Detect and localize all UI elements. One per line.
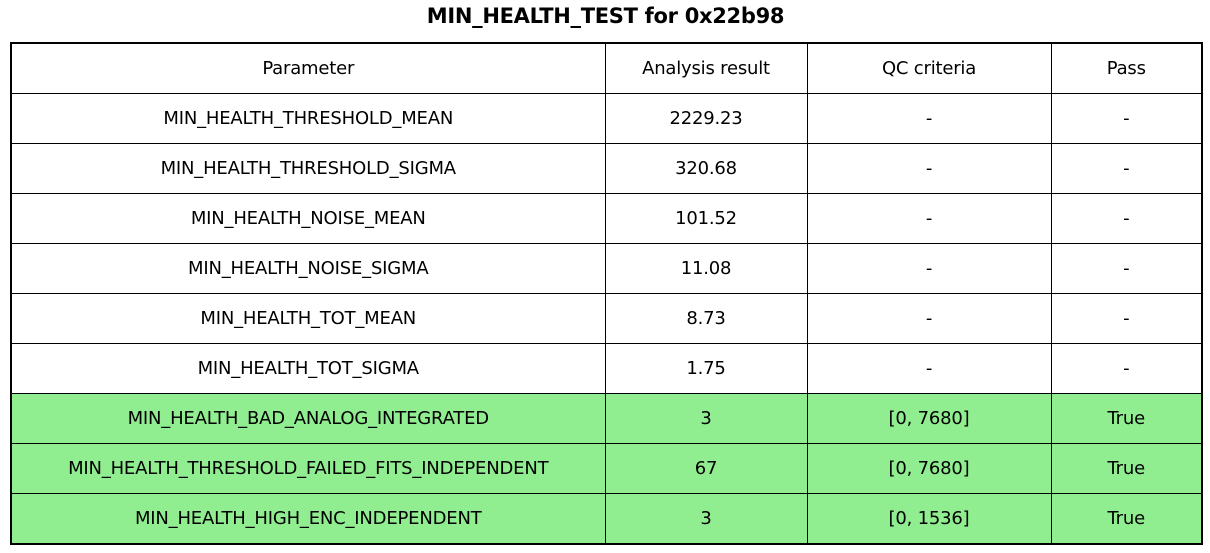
cell-qc-criteria: -	[806, 143, 1052, 194]
cell-pass: True	[1050, 443, 1203, 494]
cell-pass: -	[1050, 93, 1203, 144]
cell-pass: -	[1050, 143, 1203, 194]
cell-parameter: MIN_HEALTH_BAD_ANALOG_INTEGRATED	[10, 393, 606, 444]
cell-qc-criteria: -	[806, 293, 1052, 344]
cell-pass: True	[1050, 493, 1203, 545]
table-row: MIN_HEALTH_THRESHOLD_SIGMA 320.68 - -	[10, 143, 1203, 194]
table-row-pass: MIN_HEALTH_HIGH_ENC_INDEPENDENT 3 [0, 15…	[10, 493, 1203, 545]
cell-analysis-result: 67	[604, 443, 808, 494]
table-row: MIN_HEALTH_THRESHOLD_MEAN 2229.23 - -	[10, 93, 1203, 144]
cell-pass: -	[1050, 243, 1203, 294]
cell-parameter: MIN_HEALTH_NOISE_SIGMA	[10, 243, 606, 294]
qc-results-table: Parameter Analysis result QC criteria Pa…	[10, 42, 1203, 545]
cell-parameter: MIN_HEALTH_HIGH_ENC_INDEPENDENT	[10, 493, 606, 545]
cell-qc-criteria: [0, 1536]	[806, 493, 1052, 545]
cell-qc-criteria: [0, 7680]	[806, 393, 1052, 444]
table-row: MIN_HEALTH_NOISE_MEAN 101.52 - -	[10, 193, 1203, 244]
cell-parameter: MIN_HEALTH_TOT_MEAN	[10, 293, 606, 344]
col-header-analysis-result: Analysis result	[604, 42, 808, 94]
cell-analysis-result: 3	[604, 393, 808, 444]
cell-qc-criteria: [0, 7680]	[806, 443, 1052, 494]
figure-title: MIN_HEALTH_TEST for 0x22b98	[426, 4, 785, 28]
table-row: MIN_HEALTH_TOT_MEAN 8.73 - -	[10, 293, 1203, 344]
cell-qc-criteria: -	[806, 343, 1052, 394]
cell-pass: -	[1050, 193, 1203, 244]
cell-analysis-result: 101.52	[604, 193, 808, 244]
cell-parameter: MIN_HEALTH_TOT_SIGMA	[10, 343, 606, 394]
cell-qc-criteria: -	[806, 193, 1052, 244]
cell-qc-criteria: -	[806, 243, 1052, 294]
cell-parameter: MIN_HEALTH_THRESHOLD_FAILED_FITS_INDEPEN…	[10, 443, 606, 494]
table-row: MIN_HEALTH_NOISE_SIGMA 11.08 - -	[10, 243, 1203, 294]
table-row-pass: MIN_HEALTH_BAD_ANALOG_INTEGRATED 3 [0, 7…	[10, 393, 1203, 444]
col-header-parameter: Parameter	[10, 42, 606, 94]
table-row: MIN_HEALTH_TOT_SIGMA 1.75 - -	[10, 343, 1203, 394]
cell-parameter: MIN_HEALTH_NOISE_MEAN	[10, 193, 606, 244]
cell-analysis-result: 1.75	[604, 343, 808, 394]
cell-analysis-result: 3	[604, 493, 808, 545]
cell-qc-criteria: -	[806, 93, 1052, 144]
col-header-qc-criteria: QC criteria	[806, 42, 1052, 94]
cell-pass: -	[1050, 343, 1203, 394]
header-row: Parameter Analysis result QC criteria Pa…	[10, 42, 1203, 94]
cell-analysis-result: 2229.23	[604, 93, 808, 144]
cell-pass: True	[1050, 393, 1203, 444]
cell-parameter: MIN_HEALTH_THRESHOLD_MEAN	[10, 93, 606, 144]
cell-analysis-result: 8.73	[604, 293, 808, 344]
table-row-pass: MIN_HEALTH_THRESHOLD_FAILED_FITS_INDEPEN…	[10, 443, 1203, 494]
cell-analysis-result: 320.68	[604, 143, 808, 194]
cell-parameter: MIN_HEALTH_THRESHOLD_SIGMA	[10, 143, 606, 194]
cell-analysis-result: 11.08	[604, 243, 808, 294]
col-header-pass: Pass	[1050, 42, 1203, 94]
cell-pass: -	[1050, 293, 1203, 344]
